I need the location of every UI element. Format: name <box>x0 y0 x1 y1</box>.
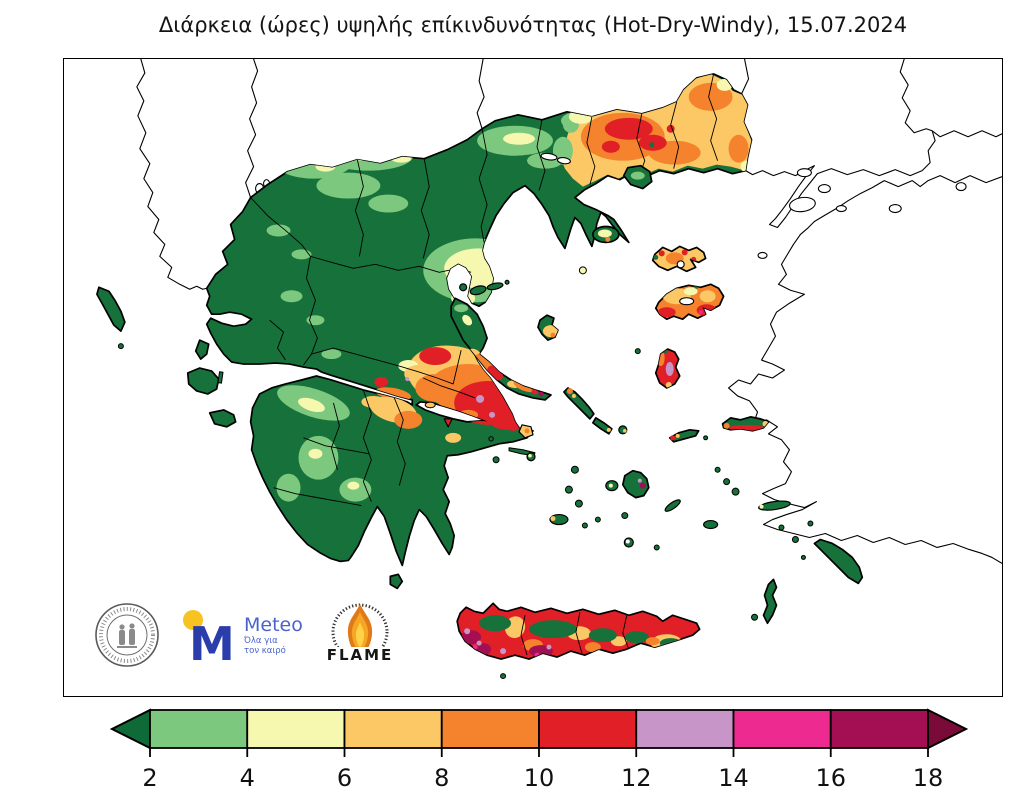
colorbar-tick-label: 8 <box>434 764 449 792</box>
colorbar-segment <box>343 709 443 749</box>
aegean-islands <box>424 387 864 625</box>
colorbar-under-arrow <box>109 708 151 750</box>
colorbar-over-arrow <box>927 708 969 750</box>
colorbar-tick-label: 16 <box>815 764 846 792</box>
seal-figures <box>117 623 137 648</box>
colorbar-segment <box>829 709 929 749</box>
figure-title: Διάρκεια (ώρες) υψηλής επίκινδυνότητας (… <box>158 13 908 37</box>
meteo-tagline-1: Όλα για <box>244 636 278 646</box>
flame-icon <box>347 604 372 656</box>
colorbar-segment <box>732 709 832 749</box>
colorbar-tick-label: 14 <box>718 764 749 792</box>
flame-logo: FLAME <box>327 603 394 664</box>
colorbar-segment <box>440 709 540 749</box>
prefecture-borders <box>250 73 719 507</box>
crete-prefecture-borders <box>520 612 630 656</box>
mainland-hazard-patches <box>266 73 752 502</box>
meteo-m-glyph: M <box>189 617 235 662</box>
greece-mainland <box>205 73 753 567</box>
meteo-wordmark: Meteo <box>244 614 303 636</box>
colorbar-segment <box>149 709 249 749</box>
island-crete <box>456 602 701 680</box>
colorbar: 2 4 6 8 10 12 14 16 18 <box>95 706 975 798</box>
colorbar-tick-label: 10 <box>524 764 555 792</box>
greece-hdw-map <box>96 59 1002 680</box>
ionian-islands <box>96 286 404 590</box>
colorbar-tick-label: 2 <box>142 764 157 792</box>
meteo-logo: M Meteo Όλα για τον καιρό <box>180 608 303 662</box>
colorbar-svg: 2 4 6 8 10 12 14 16 18 <box>109 708 969 792</box>
meteo-tagline-2: τον καιρό <box>244 646 286 656</box>
colorbar-segment <box>538 709 638 749</box>
sporades-islands <box>459 279 559 341</box>
colorbar-tick-label: 12 <box>621 764 652 792</box>
logo-strip: M Meteo Όλα για τον καιρό FLAME <box>94 596 397 674</box>
meteo-monogram-icon: M <box>183 610 235 662</box>
colorbar-segment <box>246 709 346 749</box>
flame-wordmark: FLAME <box>327 646 394 664</box>
university-seal-logo <box>95 603 159 667</box>
map-frame: M Meteo Όλα για τον καιρό FLAME <box>63 58 1003 697</box>
colorbar-tick-label: 4 <box>240 764 255 792</box>
colorbar-tick-label: 18 <box>913 764 944 792</box>
ne-aegean-islands <box>578 164 770 443</box>
neighbor-countries <box>136 59 1002 564</box>
colorbar-segment <box>635 709 735 749</box>
colorbar-tick-label: 6 <box>337 764 352 792</box>
